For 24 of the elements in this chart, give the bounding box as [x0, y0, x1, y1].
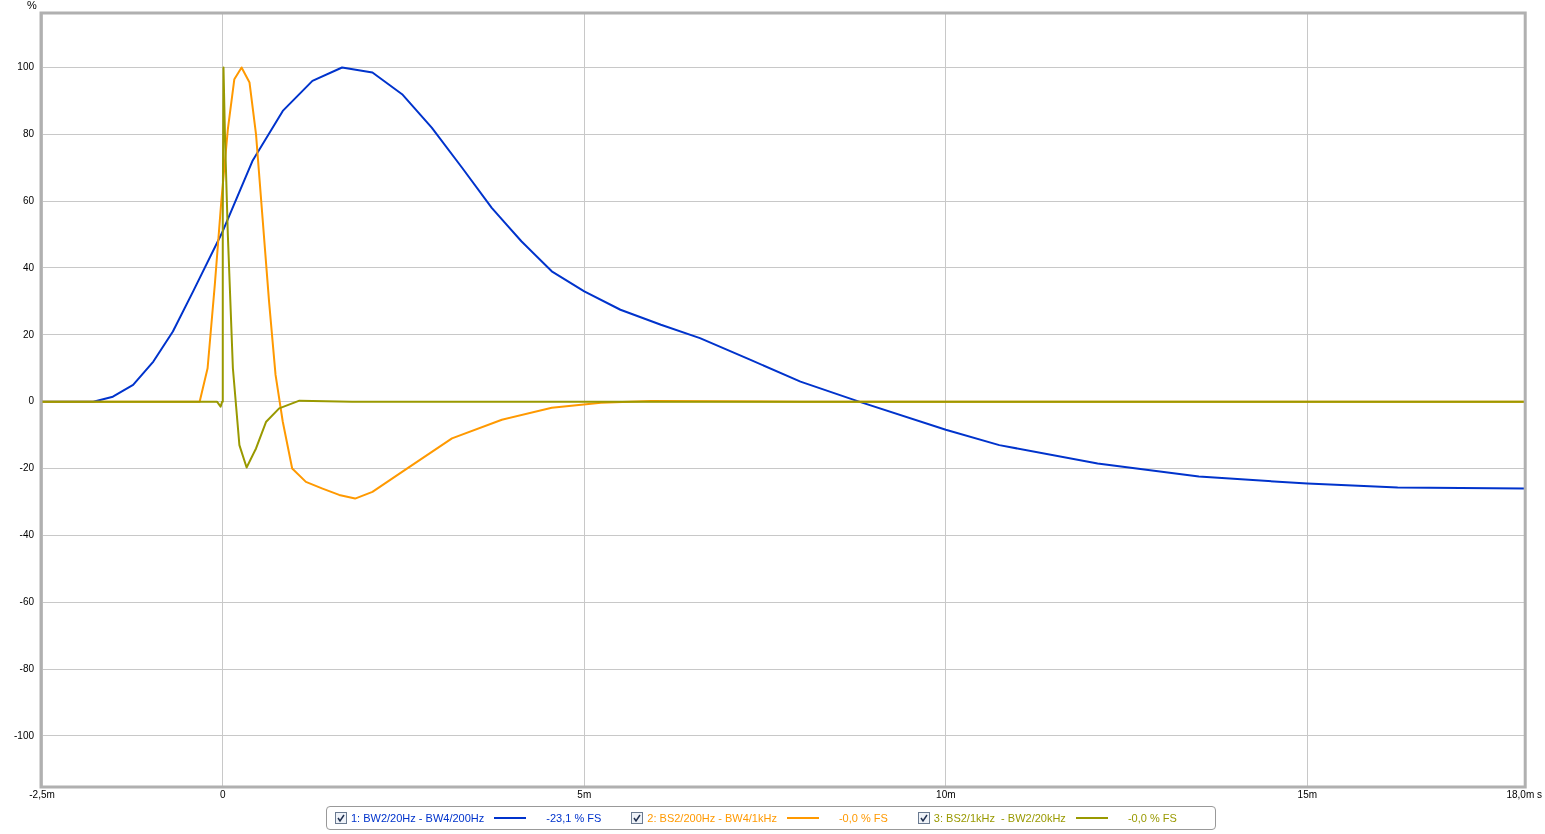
y-tick-label: 0	[28, 395, 35, 407]
y-tick-label: 100	[17, 61, 35, 73]
y-tick-label: 60	[22, 194, 35, 206]
y-tick-label: -20	[19, 462, 35, 474]
y-tick-label: -60	[19, 595, 35, 607]
y-tick-label: 20	[22, 328, 35, 340]
text: 3: BS2/1kHz - BW2/20kHz	[933, 812, 1066, 824]
x-tick-label: 5m	[577, 788, 592, 800]
y-tick-label: -40	[19, 529, 35, 541]
text: -23,1 % FS	[546, 812, 602, 824]
text: -0,0 % FS	[1127, 812, 1177, 824]
x-tick-label: -2,5m	[29, 788, 55, 800]
y-tick-label: -100	[14, 729, 35, 741]
x-tick-label: 10m	[936, 788, 956, 800]
x-tick-label: 18,0m s	[1506, 788, 1542, 800]
text: 2: BS2/200Hz - BW4/1kHz	[647, 812, 777, 824]
text: -0,0 % FS	[838, 812, 888, 824]
text: 1: BW2/20Hz - BW4/200Hz	[351, 812, 485, 824]
x-tick-label: 0	[219, 788, 226, 800]
y-tick-label: 40	[22, 261, 35, 273]
y-tick-label: -80	[19, 662, 35, 674]
y-tick-label: 80	[22, 128, 35, 140]
y-axis-title: %	[27, 0, 38, 11]
x-tick-label: 15m	[1297, 788, 1318, 800]
